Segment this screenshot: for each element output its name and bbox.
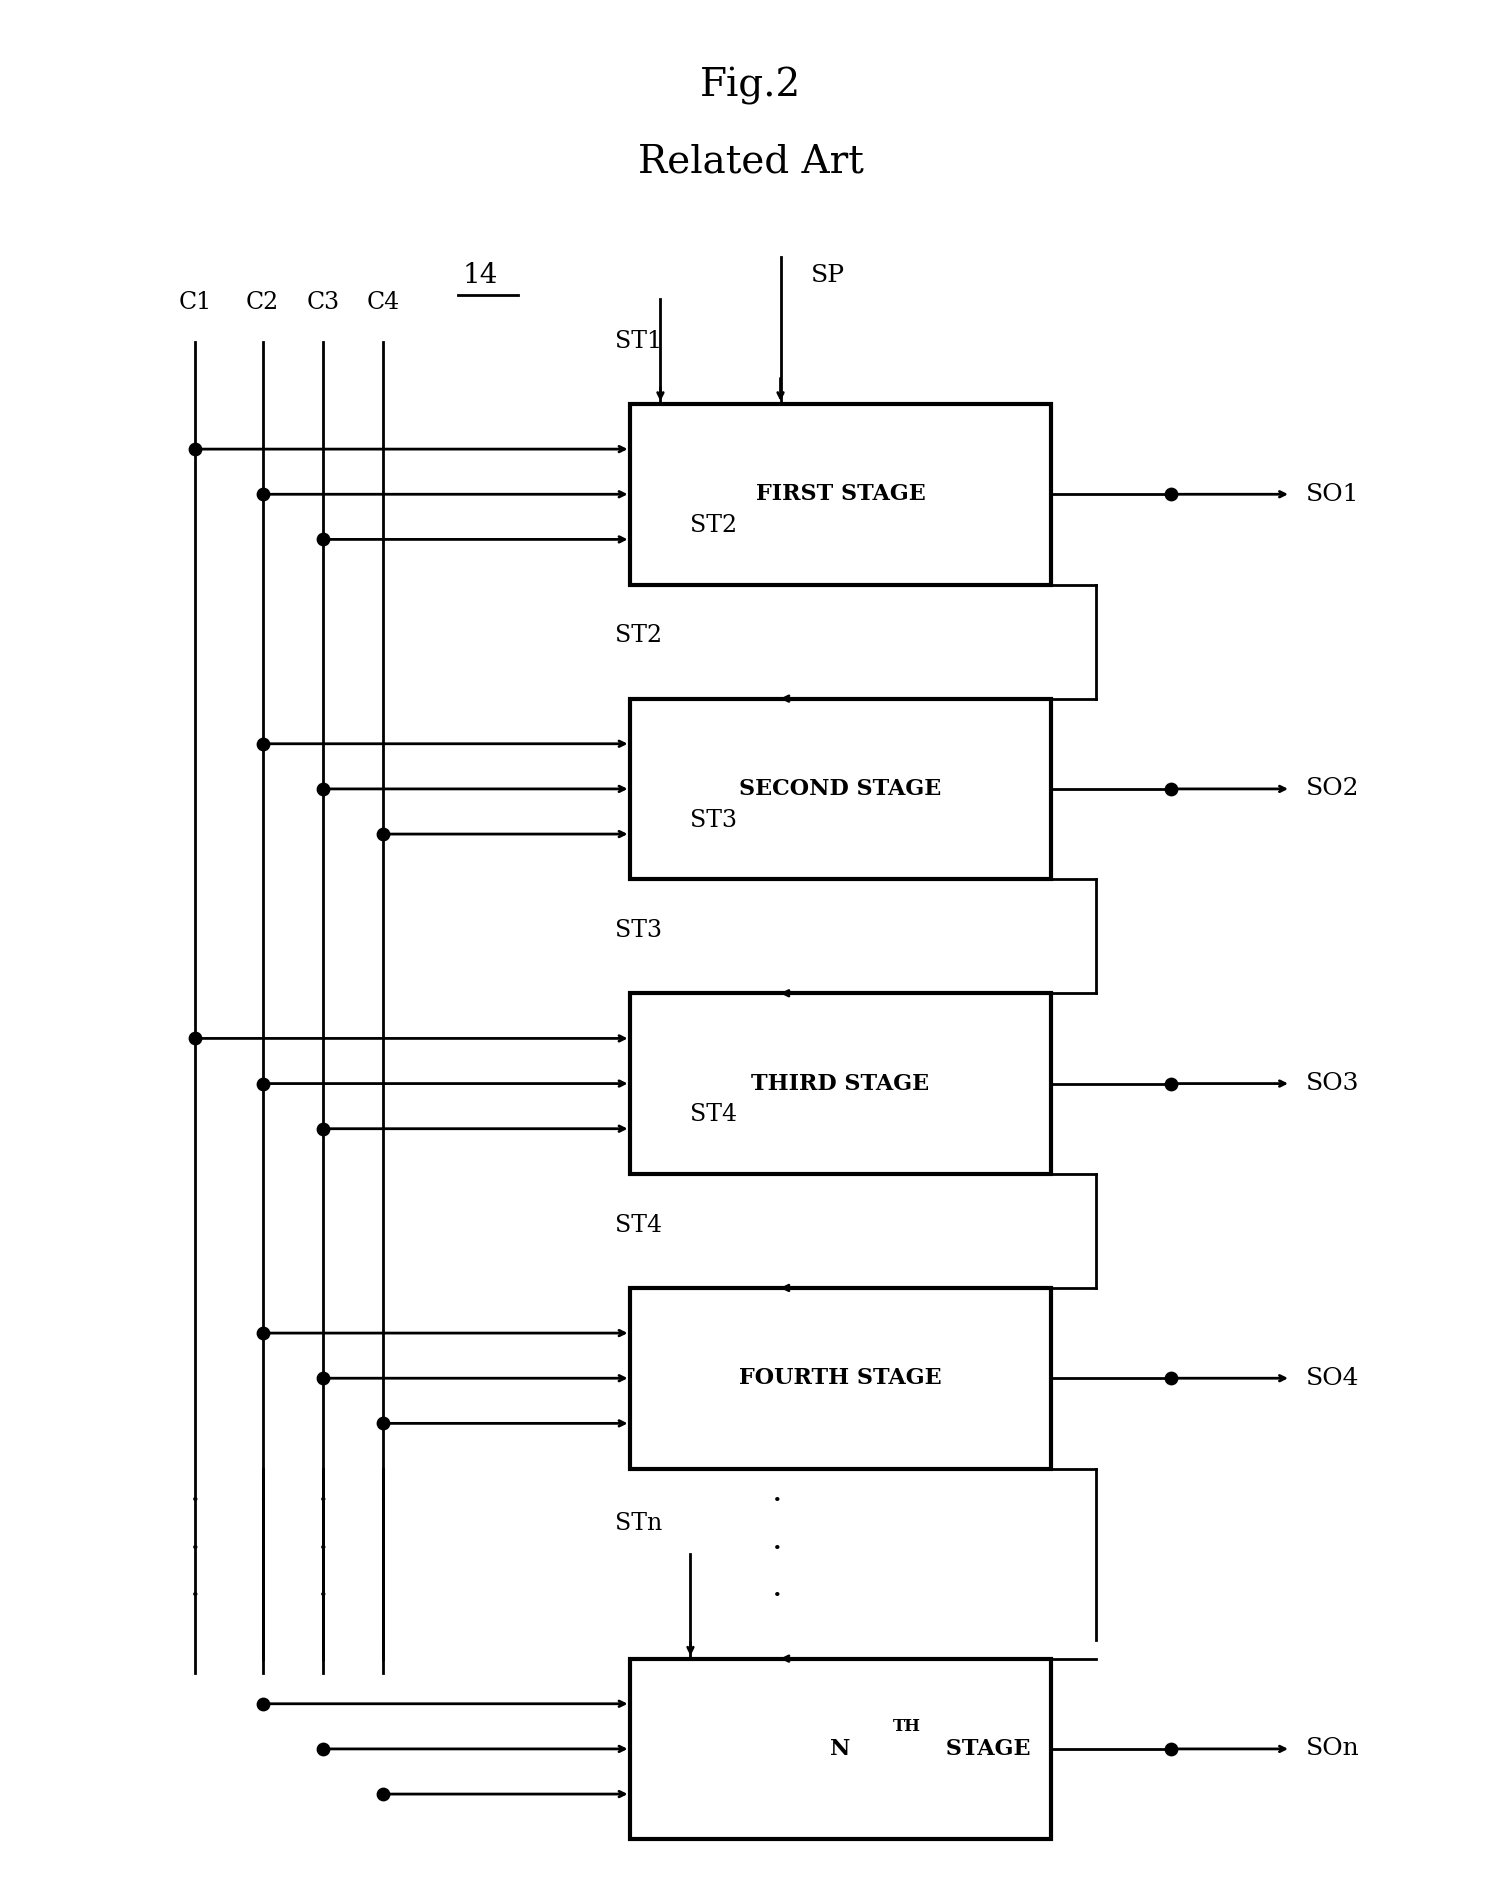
Text: 14: 14 — [462, 262, 498, 289]
Text: C4: C4 — [366, 291, 399, 314]
Text: STn: STn — [615, 1511, 662, 1536]
Text: ST4: ST4 — [690, 1103, 737, 1125]
Text: .: . — [189, 1572, 201, 1603]
Text: .: . — [317, 1572, 329, 1603]
Point — [251, 728, 275, 758]
Text: ST2: ST2 — [690, 513, 737, 536]
Text: FOURTH STAGE: FOURTH STAGE — [740, 1367, 941, 1390]
Text: THIRD STAGE: THIRD STAGE — [752, 1072, 929, 1095]
Text: FIRST STAGE: FIRST STAGE — [755, 483, 926, 506]
Point — [251, 1068, 275, 1099]
Text: TH: TH — [893, 1719, 922, 1734]
FancyBboxPatch shape — [630, 698, 1051, 878]
FancyBboxPatch shape — [630, 992, 1051, 1173]
Point — [251, 1688, 275, 1719]
Point — [183, 433, 207, 464]
Text: SO4: SO4 — [1306, 1367, 1360, 1390]
Point — [1159, 1363, 1183, 1393]
Text: SO1: SO1 — [1306, 483, 1360, 506]
Text: .: . — [772, 1525, 784, 1555]
Point — [1159, 774, 1183, 804]
Text: N: N — [830, 1738, 851, 1760]
Text: SECOND STAGE: SECOND STAGE — [740, 778, 941, 800]
Text: ST2: ST2 — [615, 624, 662, 646]
Point — [311, 1363, 335, 1393]
Text: SO3: SO3 — [1306, 1072, 1360, 1095]
Point — [371, 819, 395, 850]
Text: ST1: ST1 — [615, 329, 662, 354]
Text: C3: C3 — [306, 291, 339, 314]
Text: ST3: ST3 — [690, 808, 737, 831]
Text: .: . — [317, 1525, 329, 1555]
Text: Related Art: Related Art — [638, 143, 863, 181]
Text: .: . — [772, 1477, 784, 1507]
Point — [311, 774, 335, 804]
Point — [1159, 479, 1183, 509]
Text: STAGE: STAGE — [938, 1738, 1031, 1760]
Point — [251, 479, 275, 509]
Point — [371, 1779, 395, 1810]
Point — [311, 525, 335, 555]
FancyBboxPatch shape — [630, 1658, 1051, 1840]
Point — [251, 1317, 275, 1348]
FancyBboxPatch shape — [630, 403, 1051, 586]
Point — [183, 1023, 207, 1053]
Point — [371, 1409, 395, 1439]
Text: .: . — [189, 1525, 201, 1555]
Point — [1159, 1734, 1183, 1764]
Text: ST4: ST4 — [615, 1213, 662, 1236]
Point — [311, 1734, 335, 1764]
Text: SOn: SOn — [1306, 1738, 1360, 1760]
Text: ST3: ST3 — [615, 918, 662, 943]
Text: C1: C1 — [179, 291, 212, 314]
Text: C2: C2 — [246, 291, 279, 314]
Text: .: . — [772, 1572, 784, 1603]
Text: SO2: SO2 — [1306, 778, 1360, 800]
Point — [311, 1114, 335, 1144]
Text: Fig.2: Fig.2 — [699, 67, 802, 105]
Text: SP: SP — [811, 264, 845, 287]
Text: .: . — [317, 1477, 329, 1507]
Point — [1159, 1068, 1183, 1099]
Text: .: . — [189, 1477, 201, 1507]
FancyBboxPatch shape — [630, 1289, 1051, 1468]
